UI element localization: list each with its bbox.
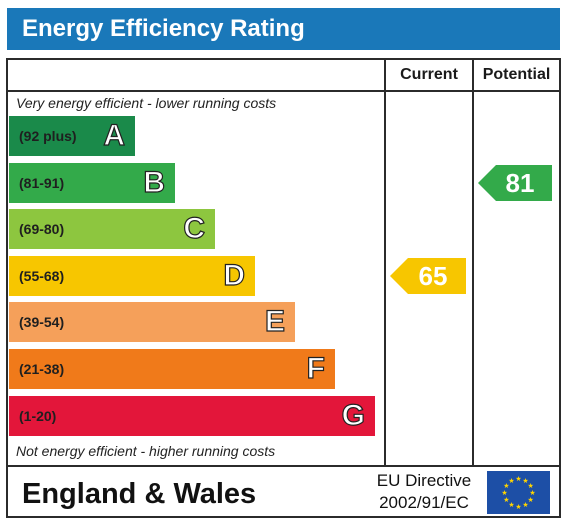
footer-row-divider — [6, 465, 561, 467]
potential-arrow-shape — [478, 164, 552, 201]
band-range-label: (69-80) — [19, 221, 65, 238]
potential-rating-value: 81 — [505, 167, 535, 198]
efficient-note: Very energy efficient - lower running co… — [16, 95, 277, 111]
band-range-label: (39-54) — [19, 314, 65, 331]
eu-directive-line1: EU Directive — [376, 471, 472, 490]
current-column-divider — [384, 58, 386, 467]
band-f: (21-38) F — [9, 349, 335, 389]
band-g: (1-20) G — [9, 395, 375, 436]
star-icon: ★ — [527, 482, 533, 490]
band-range-label: (55-68) — [19, 267, 65, 284]
eu-directive-line2: 2002/91/EC — [379, 493, 469, 512]
band-letter: B — [143, 165, 166, 199]
band-d: (55-68) D — [9, 255, 255, 296]
band-letter: D — [223, 258, 246, 292]
star-icon: ★ — [522, 501, 528, 509]
band-a: (92 plus) A — [9, 116, 135, 156]
band-range-label: (21-38) — [19, 361, 65, 377]
band-range-label: (1-20) — [19, 407, 57, 424]
band-letter: F — [306, 351, 326, 385]
eu-flag-icon: ★ ★ ★ ★ ★ ★ ★ ★ ★ ★ ★ ★ — [487, 471, 550, 514]
star-icon: ★ — [515, 503, 521, 511]
inefficient-note: Not energy efficient - higher running co… — [16, 443, 276, 459]
potential-column-divider — [472, 58, 474, 467]
star-icon: ★ — [515, 475, 521, 483]
current-rating-arrow: 65 — [390, 257, 466, 294]
star-icon: ★ — [522, 477, 528, 485]
star-icon: ★ — [529, 489, 535, 497]
eu-directive: EU Directive 2002/91/EC — [368, 470, 480, 514]
band-range-label: (92 plus) — [19, 128, 77, 144]
current-column-header: Current — [400, 66, 458, 83]
star-icon: ★ — [503, 496, 509, 504]
star-icon: ★ — [501, 489, 507, 497]
potential-rating-arrow: 81 — [478, 164, 552, 201]
band-letter: G — [341, 398, 366, 432]
band-c: (69-80) C — [9, 209, 215, 250]
current-arrow-shape — [390, 257, 466, 294]
potential-column-header: Potential — [482, 66, 551, 83]
star-icon: ★ — [527, 496, 533, 504]
star-icon: ★ — [508, 477, 514, 485]
band-letter: C — [183, 212, 206, 246]
band-b: (81-91) B — [9, 162, 175, 203]
page-title: Energy Efficiency Rating — [7, 8, 560, 50]
band-letter: A — [103, 118, 126, 152]
band-e: (39-54) E — [9, 302, 295, 343]
current-rating-value: 65 — [418, 260, 448, 291]
star-icon: ★ — [508, 501, 514, 509]
region-label: England & Wales — [22, 478, 257, 510]
band-letter: E — [264, 305, 285, 339]
band-range-label: (81-91) — [19, 174, 65, 191]
header-row-divider — [6, 90, 561, 92]
star-icon: ★ — [503, 482, 509, 490]
rating-table — [6, 58, 561, 518]
